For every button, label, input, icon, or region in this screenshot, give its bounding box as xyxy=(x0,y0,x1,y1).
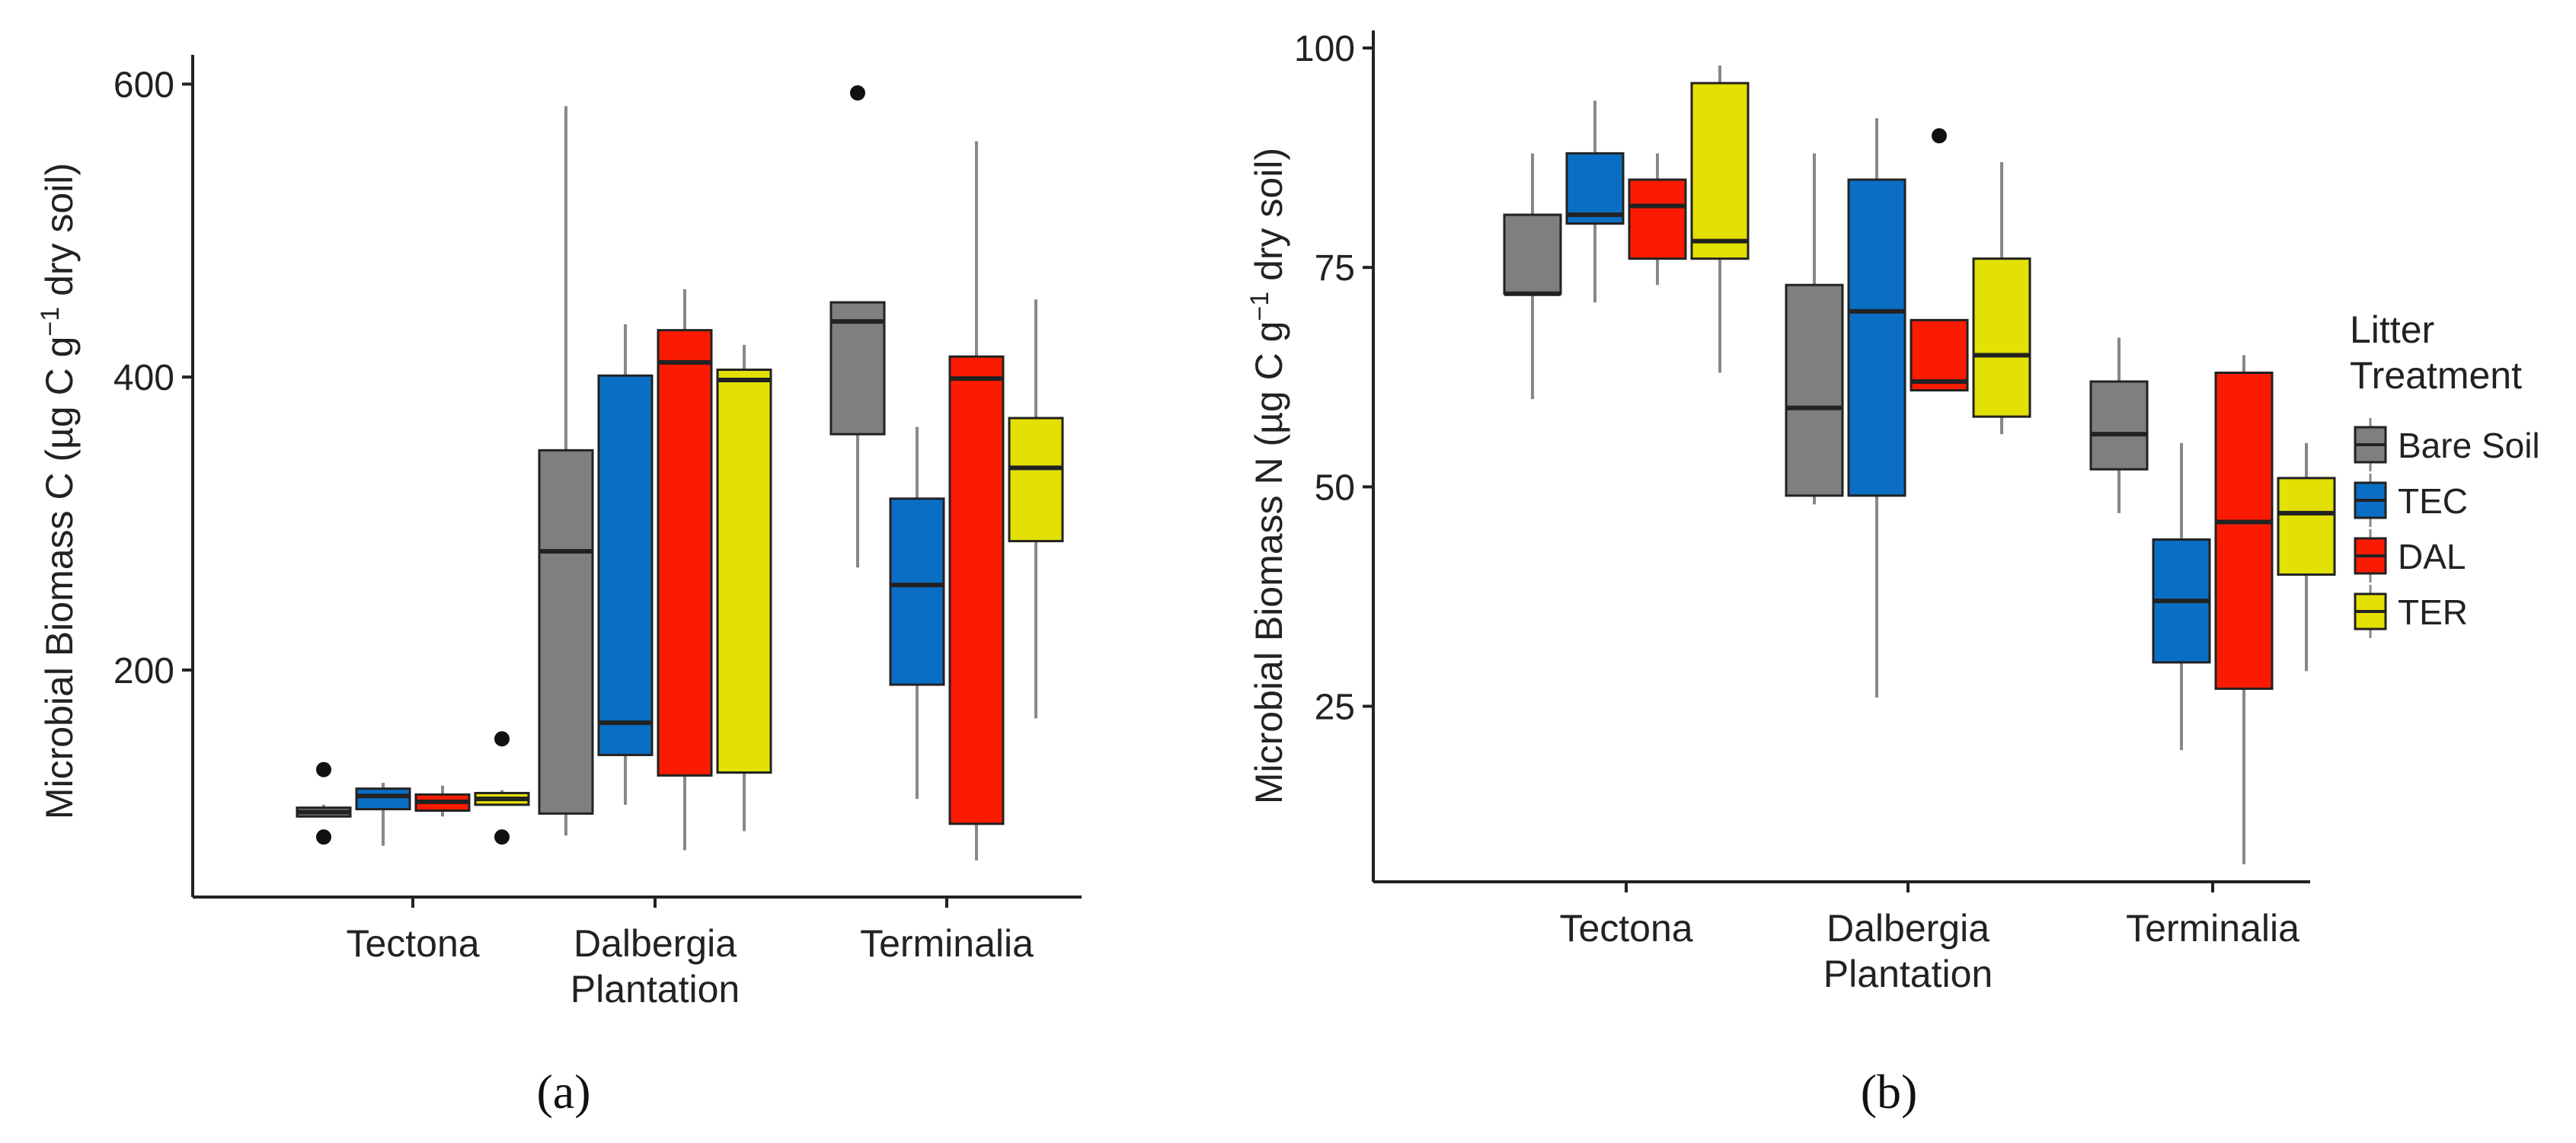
legend-title-line2: Treatment xyxy=(2350,354,2522,397)
box-body xyxy=(889,497,945,686)
box-terminalia-dal xyxy=(948,141,1005,860)
box-terminalia-tec xyxy=(889,426,945,800)
box-dalbergia-bare-soil xyxy=(538,106,594,836)
legend-item-tec: TEC xyxy=(2354,474,2468,527)
y-tick-label: 50 xyxy=(1315,468,1355,508)
outlier-point xyxy=(494,829,510,845)
box-terminalia-tec xyxy=(2152,442,2211,751)
box-body xyxy=(538,449,594,815)
box-dalbergia-tec xyxy=(597,324,654,805)
box-body xyxy=(716,369,772,774)
y-axis-label: Microbial Biomass C (µg C g−1 dry soil) xyxy=(36,163,81,819)
box-body xyxy=(2214,372,2274,690)
outlier-point xyxy=(316,761,331,777)
outlier-point xyxy=(316,829,331,845)
box-body xyxy=(948,355,1005,825)
box-tectona-tec xyxy=(1565,101,1625,303)
panel-b: Microbial Biomass N (µg C g−1 dry soil) … xyxy=(1245,29,2336,1119)
box-tectona-ter xyxy=(1690,65,1750,373)
box-body xyxy=(1008,417,1064,543)
outlier-point xyxy=(1932,128,1947,144)
legend-item-dal: DAL xyxy=(2354,529,2466,583)
y-tick-label: 600 xyxy=(113,65,174,105)
legend-item-ter: TER xyxy=(2354,585,2468,638)
box-body xyxy=(1565,152,1625,225)
box-dalbergia-tec xyxy=(1847,118,1906,698)
y-tick-label: 100 xyxy=(1294,29,1355,69)
legend-item-label: TEC xyxy=(2398,481,2468,521)
box-dalbergia-ter xyxy=(1972,161,2031,435)
panel-label: (a) xyxy=(536,1065,590,1119)
box-tectona-dal xyxy=(414,785,471,817)
x-tick-label: Tectona xyxy=(346,922,479,965)
panel-a: Microbial Biomass C (µg C g−1 dry soil) … xyxy=(36,55,1082,1119)
legend-item-bare-soil: Bare Soil xyxy=(2354,418,2540,471)
box-body xyxy=(1690,81,1750,260)
x-tick-label: Dalbergia xyxy=(1827,907,1990,950)
legend-item-label: Bare Soil xyxy=(2398,426,2540,465)
box-body xyxy=(1910,318,1969,392)
box-body xyxy=(657,329,713,777)
y-tick-label: 75 xyxy=(1315,248,1355,289)
x-tick-label-line2: Plantation xyxy=(570,968,740,1011)
box-body xyxy=(597,374,654,756)
box-tectona-bare-soil xyxy=(296,761,352,845)
box-terminalia-bare-soil xyxy=(829,85,886,568)
legend-item-label: TER xyxy=(2398,592,2468,632)
box-dalbergia-ter xyxy=(716,344,772,832)
box-body xyxy=(1972,257,2031,418)
outlier-point xyxy=(850,85,865,101)
y-tick-label: 200 xyxy=(113,651,174,691)
box-body xyxy=(2089,380,2149,471)
box-tectona-tec xyxy=(355,782,411,846)
box-tectona-ter xyxy=(474,731,530,845)
box-body xyxy=(1785,283,1844,497)
box-terminalia-ter xyxy=(2277,442,2336,672)
box-dalbergia-bare-soil xyxy=(1785,153,1844,505)
y-tick-label: 400 xyxy=(113,358,174,398)
legend: Litter Treatment Bare Soil TEC DAL TER xyxy=(2350,308,2540,638)
x-tick-label: Terminalia xyxy=(2126,907,2300,950)
box-body xyxy=(829,301,886,436)
box-dalbergia-dal xyxy=(657,289,713,851)
x-tick-label: Tectona xyxy=(1559,907,1692,950)
legend-item-label: DAL xyxy=(2398,537,2466,576)
box-tectona-bare-soil xyxy=(1503,153,1562,400)
box-body xyxy=(1503,213,1562,295)
box-body xyxy=(355,787,411,811)
outlier-point xyxy=(494,731,510,747)
panel-label: (b) xyxy=(1861,1065,1918,1119)
box-dalbergia-dal xyxy=(1910,128,1969,392)
box-body xyxy=(1628,178,1687,260)
x-tick-label-line2: Plantation xyxy=(1823,953,1993,995)
box-body xyxy=(2277,477,2336,576)
y-tick-label: 25 xyxy=(1315,687,1355,727)
legend-title-line1: Litter xyxy=(2350,308,2434,351)
box-body xyxy=(1847,178,1906,497)
box-terminalia-ter xyxy=(1008,299,1064,719)
box-terminalia-bare-soil xyxy=(2089,337,2149,513)
x-tick-label: Terminalia xyxy=(860,922,1034,965)
y-axis-label: Microbial Biomass N (µg C g−1 dry soil) xyxy=(1245,148,1290,804)
box-terminalia-dal xyxy=(2214,355,2274,864)
box-tectona-dal xyxy=(1628,153,1687,286)
x-tick-label: Dalbergia xyxy=(574,922,737,965)
